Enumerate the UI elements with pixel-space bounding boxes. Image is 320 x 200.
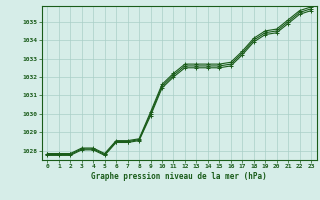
X-axis label: Graphe pression niveau de la mer (hPa): Graphe pression niveau de la mer (hPa) — [91, 172, 267, 181]
